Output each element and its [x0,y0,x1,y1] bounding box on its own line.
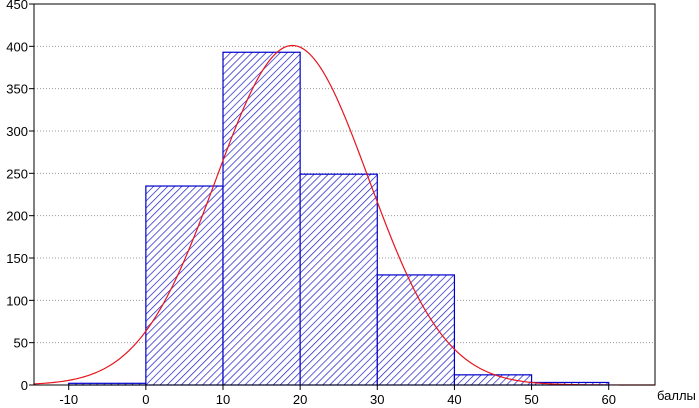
y-tick-label: 100 [6,293,28,308]
y-tick-label: 250 [6,166,28,181]
x-tick-label: 20 [293,392,307,407]
y-tick-label: 150 [6,251,28,266]
x-tick-label: 0 [142,392,149,407]
histogram-bar [376,274,456,386]
x-tick-label: 30 [370,392,384,407]
histogram-bar [299,173,378,386]
histogram-bar [453,374,533,386]
y-tick-label: 0 [21,378,28,393]
histogram-bars [68,51,610,386]
x-axis-title: баллы [657,388,696,403]
axes [29,3,656,390]
x-tick-label: 10 [216,392,230,407]
x-tick-label: 60 [601,392,615,407]
plot-frame [33,3,656,386]
x-tick-label: 40 [447,392,461,407]
histogram-bar [145,185,224,386]
x-tick-label: -10 [59,392,78,407]
y-tick-label: 400 [6,39,28,54]
tick-labels: -10 0 10 20 30 40 50 60 0 50 100 150 200 250 300 350 400… [6,0,616,407]
y-tick-label: 350 [6,82,28,97]
x-tick-label: 50 [524,392,538,407]
y-tick-label: 50 [14,336,28,351]
y-tick-label: 300 [6,124,28,139]
normal-fit-curve [33,44,655,386]
histogram-bar [222,51,301,386]
fit-curve-line [33,44,655,386]
y-tick-label: 200 [6,209,28,224]
y-tick-label: 450 [6,0,28,12]
